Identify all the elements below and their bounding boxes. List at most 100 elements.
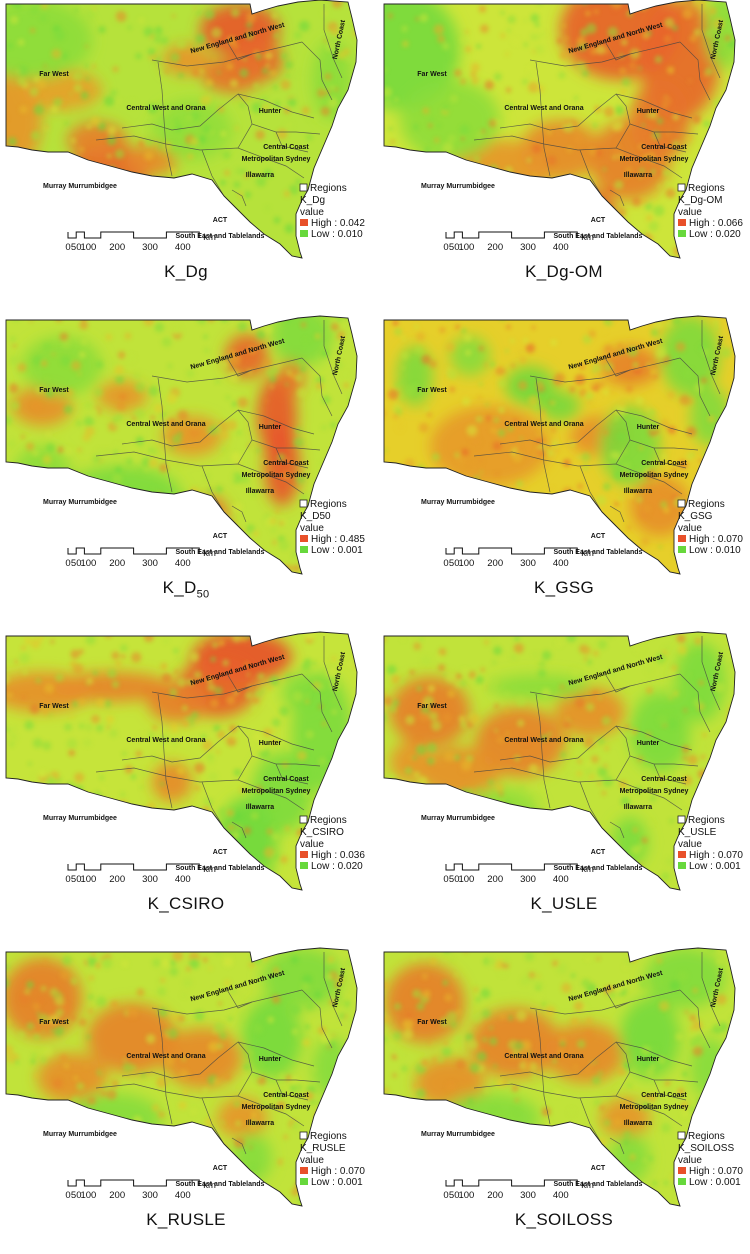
legend-high-value: High : 0.070: [689, 850, 743, 861]
scale-bar: [445, 1179, 578, 1187]
region-label: Central Coast: [641, 460, 687, 467]
scale-tick-label: 100: [80, 1190, 96, 1201]
legend-low-value: Low : 0.001: [311, 545, 363, 556]
legend-value-label: value: [300, 523, 324, 534]
region-label: Central Coast: [263, 1092, 309, 1099]
scale-tick-label: 100: [458, 558, 474, 569]
scale-tick-label: 400: [553, 558, 569, 569]
region-label: South East and Tablelands: [176, 1181, 265, 1188]
region-boundaries: [473, 320, 721, 527]
region-label: ACT: [591, 533, 606, 540]
region-boundaries: [95, 4, 343, 211]
scale-tick-label: 200: [487, 874, 503, 885]
scale-tick-label: 0: [65, 1190, 70, 1201]
legend-value-label: value: [678, 1155, 702, 1166]
legend-layer-name: K_GSG: [678, 511, 713, 522]
nsw-map: New England and North West North CoastFar…: [383, 631, 743, 891]
region-label: Far West: [39, 703, 69, 710]
region-label: Murray Murrumbidgee: [43, 815, 117, 822]
legend-high-value: High : 0.070: [689, 1166, 743, 1177]
legend-high-value: High : 0.042: [311, 218, 365, 229]
scale-tick-label: 100: [458, 1190, 474, 1201]
scale-tick-label: 200: [487, 558, 503, 569]
scale-tick-label: 0: [65, 242, 70, 253]
legend-value-label: value: [678, 207, 702, 218]
scale-tick-label: 400: [175, 242, 191, 253]
scale-tick-label: 400: [175, 558, 191, 569]
region-label: Hunter: [259, 740, 282, 747]
region-label: Central Coast: [641, 144, 687, 151]
panel-k-soiloss: New England and North West North Coast Far…: [378, 947, 750, 1254]
legend-high-value: High : 0.036: [311, 850, 365, 861]
scale-tick-label: 50: [71, 1190, 82, 1201]
region-label: Far West: [39, 71, 69, 78]
region-label: South East and Tablelands: [176, 865, 265, 872]
region-label: ACT: [213, 849, 228, 856]
scale-unit-label: km: [203, 232, 216, 243]
scale-unit-label: km: [203, 1180, 216, 1191]
region-boundaries: [473, 636, 721, 843]
scale-tick-label: 300: [520, 558, 536, 569]
legend-value-label: value: [678, 523, 702, 534]
legend-high-value: High : 0.070: [311, 1166, 365, 1177]
region-label: Murray Murrumbidgee: [421, 815, 495, 822]
legend-layer-name: K_SOILOSS: [678, 1143, 734, 1154]
scale-tick-label: 300: [142, 874, 158, 885]
legend-low-value: Low : 0.001: [311, 1177, 363, 1188]
legend-value-label: value: [300, 1155, 324, 1166]
scale-bar: [445, 547, 578, 555]
scale-tick-label: 0: [65, 558, 70, 569]
legend-layer-name: K_CSIRO: [300, 827, 344, 838]
region-boundaries: [473, 4, 721, 211]
panel-k-dg: New England and North West North Coast Far…: [0, 0, 372, 306]
region-label: Hunter: [259, 108, 282, 115]
region-label: Illawarra: [246, 1120, 275, 1127]
region-label: ACT: [591, 849, 606, 856]
region-label: Central West and Orana: [126, 1053, 205, 1060]
region-label: Illawarra: [624, 172, 653, 179]
region-label: Hunter: [637, 424, 660, 431]
region-label: South East and Tablelands: [554, 865, 643, 872]
region-boundaries: [95, 952, 343, 1159]
region-label: Central Coast: [641, 776, 687, 783]
scale-tick-label: 0: [443, 874, 448, 885]
legend-value-label: value: [300, 207, 324, 218]
scale-tick-label: 400: [553, 1190, 569, 1201]
region-label: Central Coast: [263, 460, 309, 467]
panel-k-csiro: New England and North West North Coast Far…: [0, 631, 372, 938]
legend-layer-name: K_D50: [300, 511, 331, 522]
scale-tick-label: 50: [71, 558, 82, 569]
legend-low-value: Low : 0.010: [311, 229, 363, 240]
scale-tick-label: 0: [443, 1190, 448, 1201]
region-label: Metropolitan Sydney: [620, 156, 689, 163]
legend-regions-label: Regions: [688, 499, 725, 510]
scale-tick-label: 400: [175, 874, 191, 885]
region-label: Central Coast: [263, 776, 309, 783]
scale-tick-label: 100: [458, 242, 474, 253]
nsw-map: New England and North West North CoastFar…: [383, 0, 743, 259]
panel-k-gsg: New England and North West North Coast Far…: [378, 315, 750, 622]
legend-regions-label: Regions: [688, 815, 725, 826]
region-label: Metropolitan Sydney: [620, 472, 689, 479]
region-label: ACT: [213, 217, 228, 224]
region-label: Murray Murrumbidgee: [421, 183, 495, 190]
scale-tick-label: 400: [553, 242, 569, 253]
panel-k-usle: New England and North West North Coast Far…: [378, 631, 750, 938]
legend-low-value: Low : 0.001: [689, 1177, 741, 1188]
region-label: Far West: [417, 1019, 447, 1026]
scale-bar: [445, 863, 578, 871]
scale-tick-label: 50: [449, 242, 460, 253]
region-label: Hunter: [637, 740, 660, 747]
region-label: ACT: [591, 217, 606, 224]
region-label: ACT: [591, 1165, 606, 1172]
scale-bar: [67, 231, 200, 239]
region-label: Central West and Orana: [504, 1053, 583, 1060]
panel-k-d50: New England and North West North Coast Far…: [0, 315, 372, 622]
legend-regions-label: Regions: [688, 183, 725, 194]
